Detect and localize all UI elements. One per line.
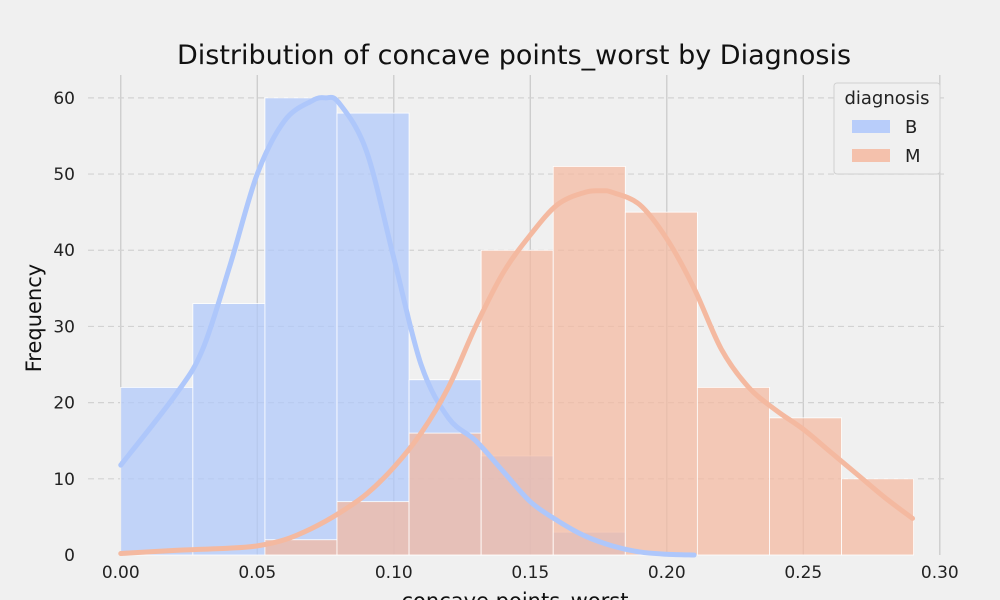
y-tick-label: 60 — [53, 89, 75, 109]
x-tick-label: 0.30 — [921, 563, 959, 583]
histogram-bar-m — [696, 386, 770, 556]
histogram-bar-m — [408, 432, 482, 556]
x-tick-label: 0.25 — [784, 563, 822, 583]
x-tick-label: 0.15 — [511, 563, 549, 583]
legend-label-b: B — [905, 117, 917, 138]
x-tick-label: 0.00 — [102, 563, 140, 583]
y-axis-label: Frequency — [22, 264, 46, 373]
kde-curve-b — [118, 94, 697, 558]
legend-label-m: M — [905, 146, 921, 167]
histogram-bar-m — [552, 166, 626, 556]
axis-ticks: 0.00 0.05 0.10 0.15 0.20 0.25 0.30 0 10 20 30 40 50 6… — [53, 89, 958, 583]
y-tick-label: 30 — [53, 317, 75, 337]
y-tick-label: 0 — [64, 546, 75, 566]
legend-title: diagnosis — [844, 88, 929, 109]
chart-title: Distribution of concave points_worst by … — [177, 40, 851, 71]
histogram-bar-b — [120, 386, 194, 556]
legend-swatch-b — [852, 120, 890, 133]
legend-swatch-m — [852, 149, 890, 162]
histogram-bar-b — [336, 112, 410, 556]
histogram-bar-m — [769, 417, 842, 556]
legend: diagnosis B M — [833, 82, 941, 175]
y-tick-label: 50 — [53, 165, 75, 185]
kde-curves — [118, 94, 916, 558]
y-tick-label: 10 — [53, 470, 75, 490]
x-tick-label: 0.20 — [648, 563, 686, 583]
histogram-bar-b — [264, 97, 338, 556]
x-axis-label: concave points_worst — [402, 589, 629, 600]
x-tick-label: 0.05 — [238, 563, 276, 583]
histogram-bar-m — [480, 249, 554, 556]
histogram-bars — [120, 97, 914, 556]
histogram-bar-m — [624, 211, 698, 556]
y-tick-label: 20 — [53, 394, 75, 414]
y-tick-label: 40 — [53, 241, 75, 261]
x-tick-label: 0.10 — [375, 563, 413, 583]
kde-curve-m — [118, 188, 916, 556]
